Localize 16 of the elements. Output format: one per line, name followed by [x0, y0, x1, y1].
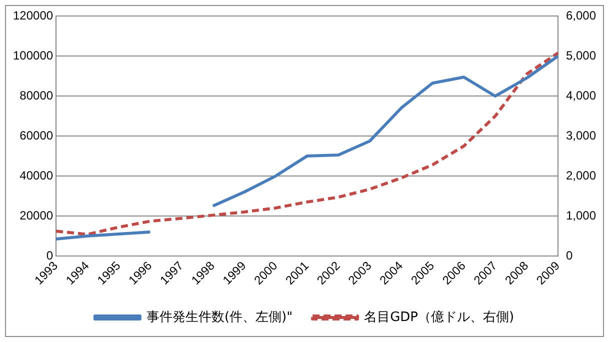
y2-tick-label: 4,000: [566, 88, 596, 102]
y-tick-label: 80000: [20, 88, 54, 102]
y-tick-label: 60000: [20, 128, 54, 142]
y2-tick-label: 2,000: [566, 168, 596, 182]
y2-tick-label: 5,000: [566, 48, 596, 62]
y2-tick-label: 1,000: [566, 208, 596, 222]
legend-label: 事件発生件数(件、左側)": [146, 310, 293, 325]
y2-tick-label: 0: [566, 248, 573, 262]
y-tick-label: 120000: [12, 8, 54, 23]
legend-label: 名目GDP（億ドル、右側): [364, 310, 514, 325]
y-tick-label: 40000: [20, 168, 54, 182]
y2-tick-label: 6,000: [566, 8, 596, 23]
y-tick-label: 100000: [12, 48, 54, 62]
y-tick-label: 0: [46, 248, 54, 262]
y-tick-label: 20000: [20, 208, 54, 222]
y2-tick-label: 3,000: [566, 128, 596, 142]
